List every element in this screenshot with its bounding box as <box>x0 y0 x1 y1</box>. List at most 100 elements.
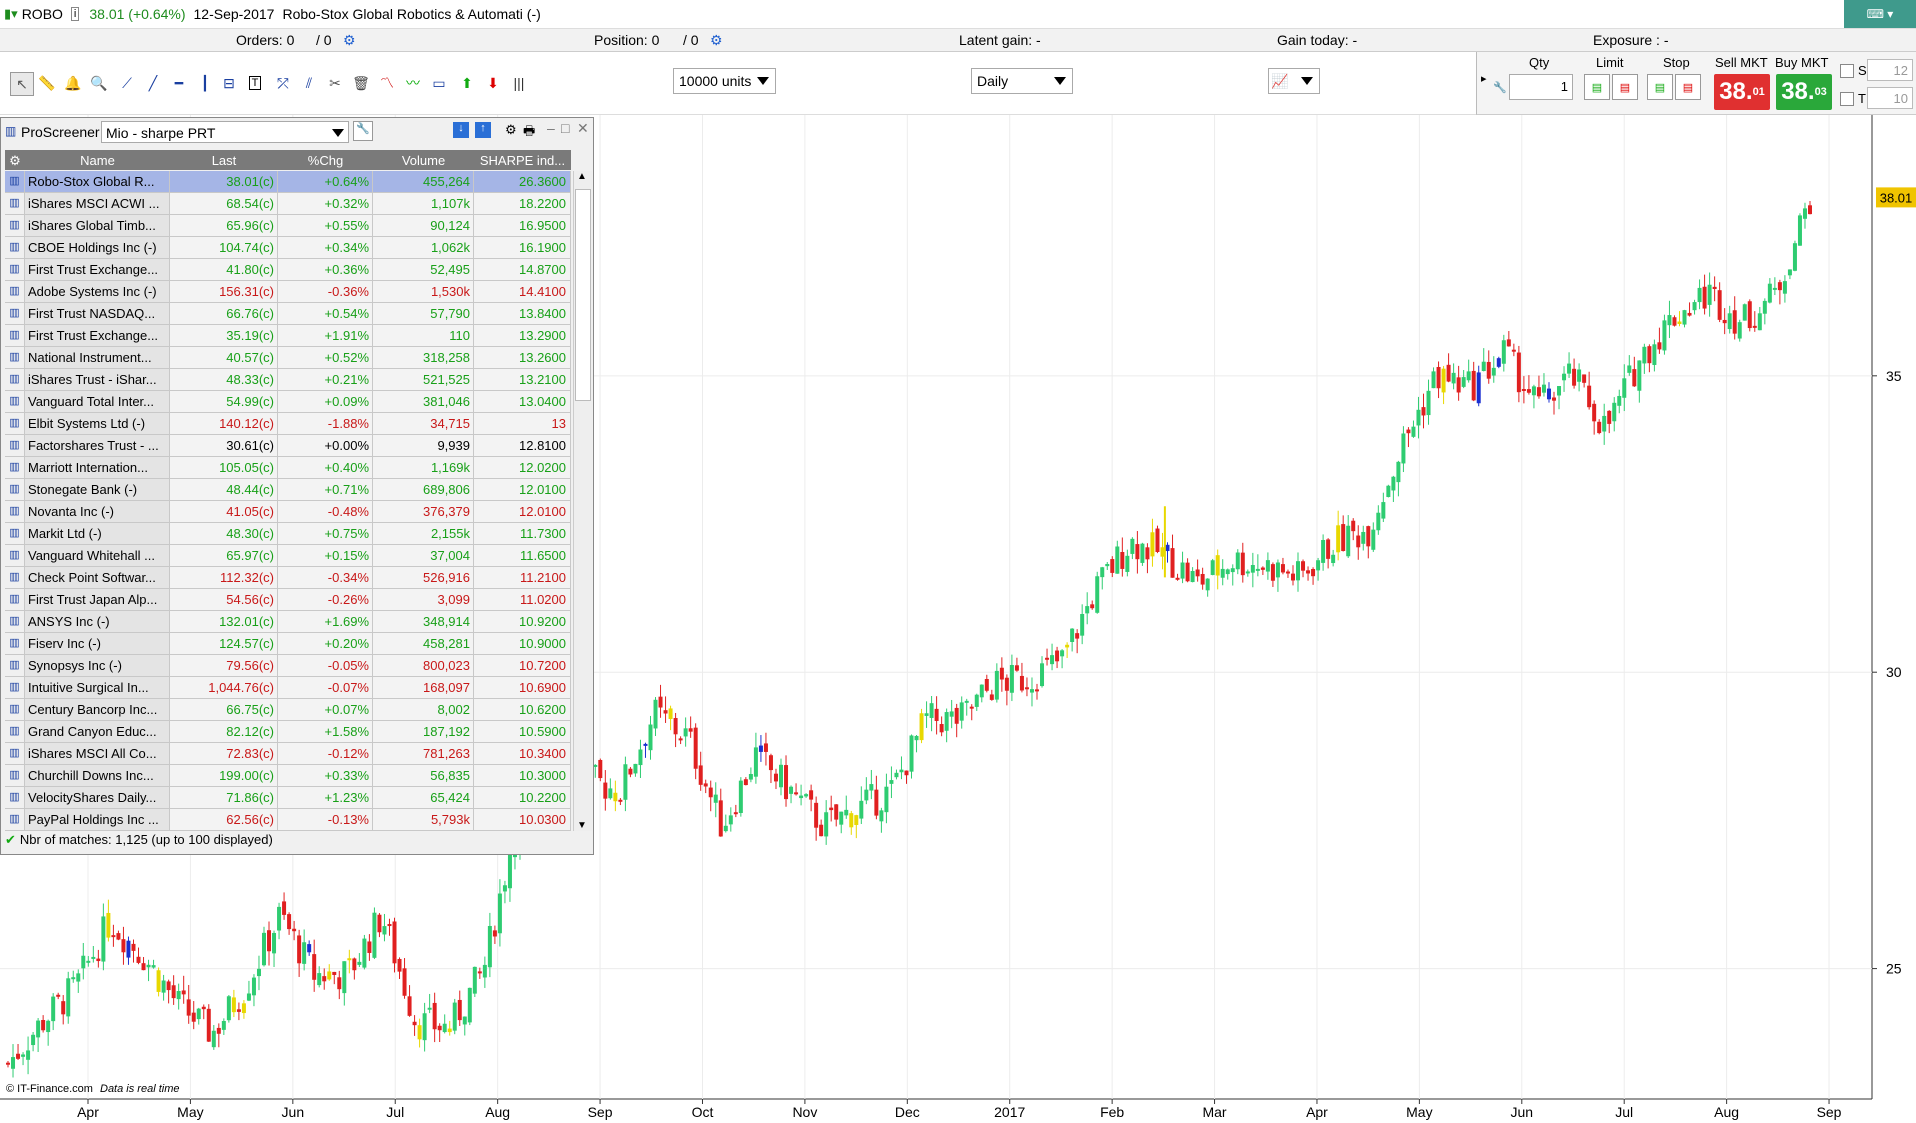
s-checkbox[interactable] <box>1840 64 1854 78</box>
table-row[interactable]: ▥ CBOE Holdings Inc (-) 104.74(c) +0.34% 1,0… <box>5 237 571 259</box>
scroll-up-icon[interactable]: ▲ <box>577 171 587 182</box>
sell-market-button[interactable]: 38. 01 <box>1714 74 1770 110</box>
table-row[interactable]: ▥ Century Bancorp Inc... 66.75(c) +0.07% 8,0… <box>5 699 571 721</box>
cell-last: 66.76(c) <box>170 303 278 324</box>
order-settings-button[interactable]: 🔧 <box>1491 74 1509 100</box>
maximize-button[interactable]: □ <box>561 120 569 136</box>
table-row[interactable]: ▥ VelocityShares Daily... 71.86(c) +1.23% 65… <box>5 787 571 809</box>
col-chg[interactable]: %Chg <box>307 153 344 168</box>
table-row[interactable]: ▥ Vanguard Total Inter... 54.99(c) +0.09% 38… <box>5 391 571 413</box>
chart-icon[interactable]: ▮▾ <box>4 6 18 21</box>
table-row[interactable]: ▥ National Instrument... 40.57(c) +0.52% 318… <box>5 347 571 369</box>
table-row[interactable]: ▥ Novanta Inc (-) 41.05(c) -0.48% 376,379 12.… <box>5 501 571 523</box>
period-select[interactable]: Daily <box>971 68 1073 94</box>
candle <box>839 811 844 825</box>
chart-style-select[interactable]: 📈 <box>1268 68 1320 94</box>
channel-tool[interactable]: ⊟ <box>218 72 240 94</box>
rectangle-tool[interactable]: ▭ <box>428 72 450 94</box>
vertical-line-tool[interactable]: ┃ <box>194 72 216 94</box>
position-link-icon[interactable]: ⚙ <box>710 32 723 48</box>
limit-sell-button[interactable]: ▤ <box>1612 74 1638 100</box>
table-row[interactable]: ▥ iShares Trust - iShar... 48.33(c) +0.21% 5… <box>5 369 571 391</box>
table-row[interactable]: ▥ Adobe Systems Inc (-) 156.31(c) -0.36% 1,5… <box>5 281 571 303</box>
table-row[interactable]: ▥ ANSYS Inc (-) 132.01(c) +1.69% 348,914 10.9… <box>5 611 571 633</box>
table-row[interactable]: ▥ Synopsys Inc (-) 79.56(c) -0.05% 800,023 10… <box>5 655 571 677</box>
proscreener-window[interactable]: ▥ ProScreener Mio - sharpe PRT 🔧 ↓ ↑ ⚙ 🖶… <box>0 117 594 855</box>
buy-market-button[interactable]: 38. 03 <box>1776 74 1832 110</box>
price-chart[interactable]: Apr May Jun Jul Aug Sep Oct Nov Dec 2017 Feb Mar Apr… <box>0 115 1916 1123</box>
screener-edit-button[interactable]: 🔧 <box>353 121 373 141</box>
table-row[interactable]: ▥ Markit Ltd (-) 48.30(c) +0.75% 2,155k 11.73… <box>5 523 571 545</box>
screener-settings-button[interactable]: ⚙ <box>505 122 517 138</box>
table-row[interactable]: ▥ Fiserv Inc (-) 124.57(c) +0.20% 458,281 10.… <box>5 633 571 655</box>
pattern-tool[interactable]: 〽 <box>376 72 398 94</box>
table-row[interactable]: ▥ Marriott Internation... 105.05(c) +0.40% 1… <box>5 457 571 479</box>
scroll-down-icon[interactable]: ▼ <box>577 820 587 831</box>
table-row[interactable]: ▥ Stonegate Bank (-) 48.44(c) +0.71% 689,806… <box>5 479 571 501</box>
volume-profile-tool[interactable]: ||| <box>508 72 530 94</box>
info-icon[interactable]: i <box>70 7 80 21</box>
table-row[interactable]: ▥ Elbit Systems Ltd (-) 140.12(c) -1.88% 34,… <box>5 413 571 435</box>
col-volume[interactable]: Volume <box>401 153 446 168</box>
sell-arrow-tool[interactable]: ⬇ <box>482 72 504 94</box>
stop-sell-button[interactable]: ▤ <box>1675 74 1701 100</box>
t-value-input[interactable]: 10 <box>1867 87 1913 109</box>
table-row[interactable]: ▥ Intuitive Surgical In... 1,044.76(c) -0.0… <box>5 677 571 699</box>
text-tool[interactable]: T <box>244 72 266 94</box>
screener-scrollbar[interactable]: ▲ ▼ <box>573 171 592 831</box>
wave-tool[interactable]: 〰 <box>402 72 424 94</box>
candle <box>743 779 748 786</box>
s-value-input[interactable]: 12 <box>1867 59 1913 81</box>
stop-buy-button[interactable]: ▤ <box>1647 74 1673 100</box>
minimize-button[interactable]: – <box>547 120 555 136</box>
symbol-label[interactable]: ROBO <box>21 6 63 22</box>
scroll-thumb[interactable] <box>575 189 591 401</box>
qty-input[interactable]: 1 <box>1509 74 1573 100</box>
zoom-tool[interactable]: 🔍 <box>88 72 110 94</box>
table-row[interactable]: ▥ Grand Canyon Educ... 82.12(c) +1.58% 187,1… <box>5 721 571 743</box>
table-row[interactable]: ▥ Churchill Downs Inc... 199.00(c) +0.33% 56… <box>5 765 571 787</box>
table-row[interactable]: ▥ iShares MSCI All Co... 72.83(c) -0.12% 781… <box>5 743 571 765</box>
fan-tool[interactable]: ⤱ <box>272 72 294 94</box>
table-row[interactable]: ▥ Vanguard Whitehall ... 65.97(c) +0.15% 37,… <box>5 545 571 567</box>
buy-arrow-tool[interactable]: ⬆ <box>456 72 478 94</box>
t-checkbox[interactable] <box>1840 92 1854 106</box>
sort-up-button[interactable]: ↑ <box>475 122 491 138</box>
collapse-arrow-icon[interactable]: ▸ <box>1481 73 1487 85</box>
keyboard-menu-button[interactable]: ⌨ ▾ <box>1844 0 1916 28</box>
table-row[interactable]: ▥ First Trust Exchange... 35.19(c) +1.91% 11… <box>5 325 571 347</box>
table-row[interactable]: ▥ Check Point Softwar... 112.32(c) -0.34% 52… <box>5 567 571 589</box>
trendline-tool[interactable]: ⟋ <box>116 72 138 94</box>
table-row[interactable]: ▥ First Trust Japan Alp... 54.56(c) -0.26% 3… <box>5 589 571 611</box>
table-row[interactable]: ▥ First Trust Exchange... 41.80(c) +0.36% 52… <box>5 259 571 281</box>
fibonacci-tool[interactable]: ⫽ <box>298 72 320 94</box>
candle <box>1416 409 1421 426</box>
orders-link-icon[interactable]: ⚙ <box>343 32 356 48</box>
line-tool[interactable]: ╱ <box>142 72 164 94</box>
limit-buy-button[interactable]: ▤ <box>1584 74 1610 100</box>
table-row[interactable]: ▥ Robo-Stox Global R... 38.01(c) +0.64% 455,… <box>5 171 571 193</box>
table-row[interactable]: ▥ iShares MSCI ACWI ... 68.54(c) +0.32% 1,10… <box>5 193 571 215</box>
col-name[interactable]: Name <box>80 153 115 168</box>
table-row[interactable]: ▥ PayPal Holdings Inc ... 62.56(c) -0.13% 5,… <box>5 809 571 831</box>
table-row[interactable]: ▥ Factorshares Trust - ... 30.61(c) +0.00% 9… <box>5 435 571 457</box>
horizontal-line-tool[interactable]: ━ <box>168 72 190 94</box>
close-button[interactable]: ✕ <box>577 120 589 137</box>
sort-down-button[interactable]: ↓ <box>453 122 469 138</box>
candle <box>1602 415 1607 432</box>
delete-tool[interactable]: 🗑 <box>350 72 372 94</box>
alert-tool[interactable]: 🔔 <box>62 72 84 94</box>
col-last[interactable]: Last <box>211 153 237 168</box>
col-sharpe[interactable]: SHARPE ind... <box>479 153 566 168</box>
print-button[interactable]: 🖶 <box>523 122 535 144</box>
column-options-icon[interactable]: ⚙ <box>9 153 21 168</box>
candle <box>312 954 317 980</box>
tools-menu[interactable]: ✂ <box>324 72 346 94</box>
candle <box>1180 562 1185 579</box>
units-select[interactable]: 10000 units <box>673 68 776 94</box>
ruler-tool[interactable]: 📏 <box>36 72 58 94</box>
table-row[interactable]: ▥ First Trust NASDAQ... 66.76(c) +0.54% 57,7… <box>5 303 571 325</box>
pointer-tool[interactable]: ↖ <box>10 72 34 96</box>
screener-list-select[interactable]: Mio - sharpe PRT <box>101 121 349 143</box>
table-row[interactable]: ▥ iShares Global Timb... 65.96(c) +0.55% 90,… <box>5 215 571 237</box>
